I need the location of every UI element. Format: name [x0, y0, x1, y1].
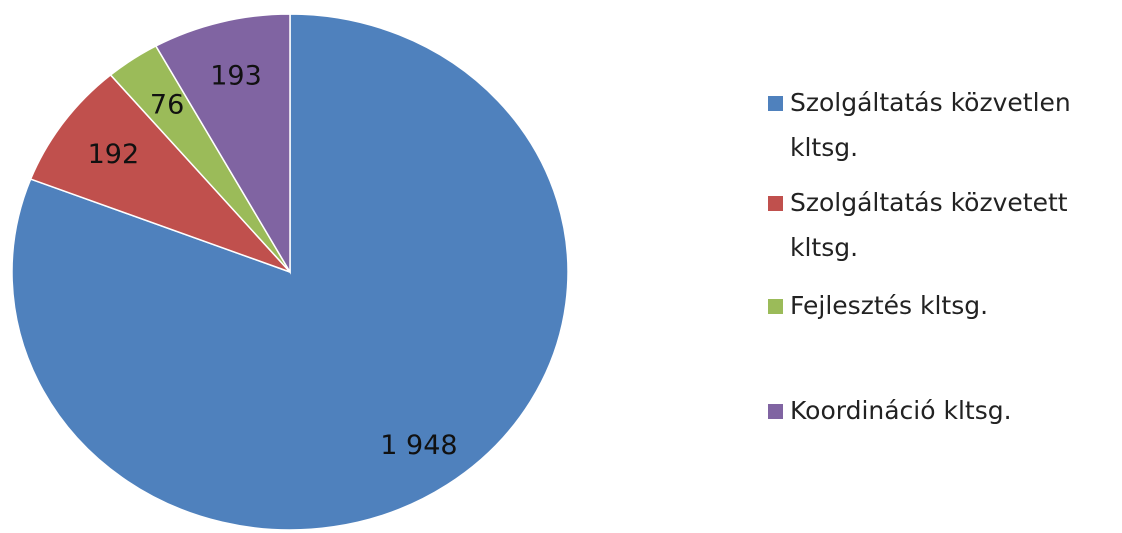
legend-label: Koordináció kltsg. — [790, 396, 1012, 425]
legend-swatch — [768, 299, 783, 314]
legend-swatch — [768, 196, 783, 211]
legend-label: Szolgáltatás közvetlen kltsg. — [790, 88, 1071, 162]
data-label: 1 948 — [380, 430, 457, 461]
legend-item: Szolgáltatás közvetett kltsg. — [768, 180, 1113, 270]
pie-slice — [154, 13, 291, 275]
data-label: 76 — [150, 90, 184, 121]
pie-slice — [29, 73, 291, 273]
legend-label: Fejlesztés kltsg. — [790, 291, 989, 320]
legend-label: Szolgáltatás közvetett kltsg. — [790, 188, 1068, 262]
legend-swatch — [768, 404, 783, 419]
legend-swatch — [768, 96, 783, 111]
legend-item: Koordináció kltsg. — [768, 388, 1113, 433]
data-label: 193 — [210, 61, 262, 92]
legend-item: Szolgáltatás közvetlen kltsg. — [768, 80, 1113, 170]
legend-item: Fejlesztés kltsg. — [768, 283, 1113, 328]
data-label: 192 — [88, 139, 140, 170]
